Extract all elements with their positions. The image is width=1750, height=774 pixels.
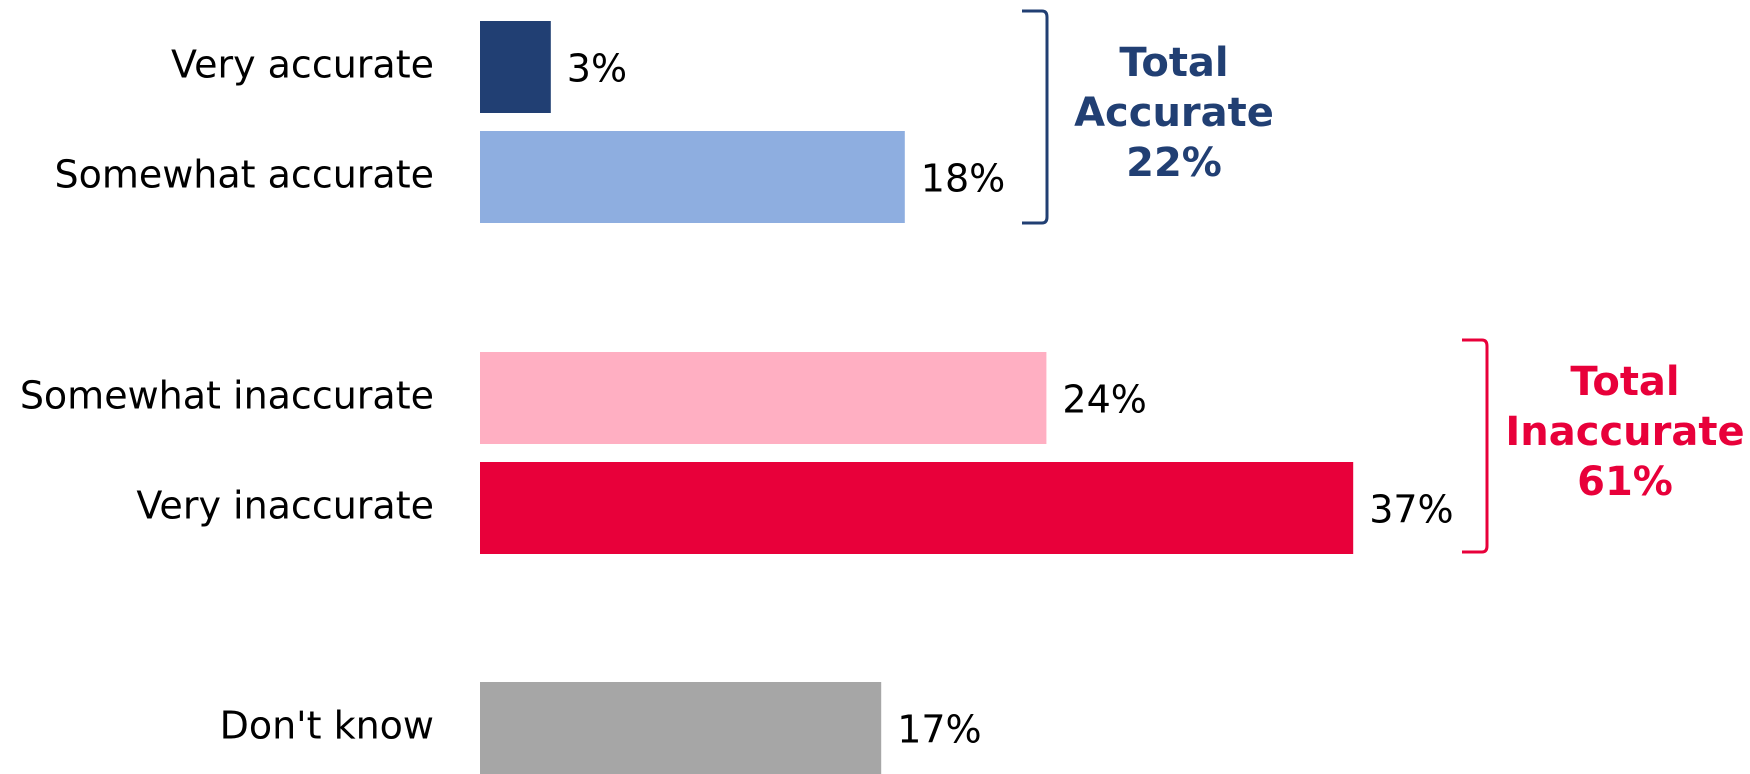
bar: [480, 21, 551, 113]
value-label: 18%: [921, 157, 1005, 201]
group-total: Total: [1119, 40, 1228, 86]
bracket: [1022, 9, 1049, 225]
category-label: Very inaccurate: [136, 484, 434, 528]
value-label: 37%: [1369, 488, 1453, 532]
bar: [480, 682, 882, 774]
bar: [480, 352, 1047, 444]
group-total: 61%: [1577, 459, 1673, 505]
category-label: Somewhat accurate: [54, 153, 434, 197]
category-label: Don't know: [220, 704, 434, 748]
bar: [480, 462, 1354, 554]
value-label: 17%: [897, 708, 981, 752]
bracket: [1462, 338, 1489, 554]
bar: [480, 131, 905, 223]
value-label: 3%: [567, 47, 627, 91]
group-total: Inaccurate: [1505, 409, 1744, 455]
group-total: 22%: [1126, 140, 1222, 186]
value-label: 24%: [1062, 378, 1146, 422]
group-total: Total: [1570, 359, 1679, 405]
category-label: Somewhat inaccurate: [20, 374, 434, 418]
category-label: Very accurate: [171, 43, 434, 87]
group-total: Accurate: [1074, 90, 1274, 136]
